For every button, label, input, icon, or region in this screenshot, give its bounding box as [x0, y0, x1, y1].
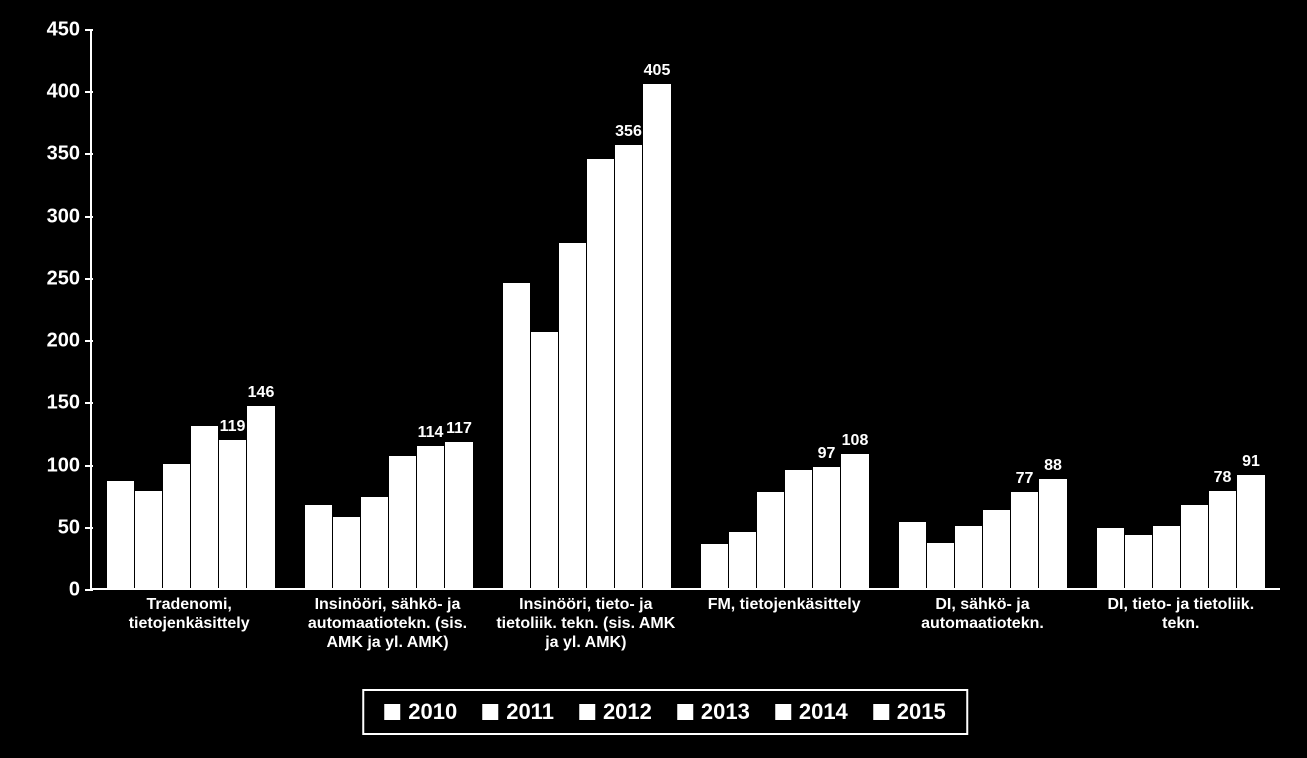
legend-swatch — [579, 704, 595, 720]
bar: 91 — [1237, 475, 1265, 588]
bar — [785, 470, 813, 588]
bar — [559, 243, 587, 588]
legend-swatch — [873, 704, 889, 720]
bar: 108 — [841, 454, 869, 588]
bar-value-label: 78 — [1214, 469, 1232, 487]
bar: 114 — [417, 446, 445, 588]
y-tick-label: 100 — [47, 454, 80, 477]
y-tick-label: 350 — [47, 143, 80, 166]
x-category-label: Insinööri, tieto- ja tietoliik. tekn. (s… — [487, 595, 685, 653]
x-category-label: DI, tieto- ja tietoliik. tekn. — [1082, 595, 1280, 653]
bar — [729, 532, 757, 588]
legend-swatch — [482, 704, 498, 720]
bar-value-label: 405 — [644, 62, 671, 80]
bar — [503, 283, 531, 588]
bar: 146 — [247, 406, 275, 588]
bar-value-label: 119 — [220, 418, 246, 436]
legend-item: 2011 — [482, 699, 554, 725]
bar — [135, 491, 163, 588]
bar — [107, 481, 135, 588]
category-group: 356405 — [488, 30, 686, 588]
legend-label: 2013 — [701, 699, 750, 725]
category-group: 7788 — [884, 30, 1082, 588]
bar — [389, 456, 417, 588]
chart-container: 050100150200250300350400450 119146114117… — [40, 20, 1290, 740]
legend-item: 2013 — [677, 699, 750, 725]
bar-value-label: 117 — [446, 420, 472, 438]
legend-item: 2012 — [579, 699, 652, 725]
bar-value-label: 356 — [615, 123, 642, 141]
bar-value-label: 91 — [1242, 453, 1260, 471]
y-tick-label: 200 — [47, 330, 80, 353]
bar — [1181, 505, 1209, 588]
bar — [361, 497, 389, 588]
bar — [191, 426, 219, 588]
bar-value-label: 97 — [818, 445, 836, 463]
y-tick-label: 50 — [58, 516, 80, 539]
category-group: 119146 — [92, 30, 290, 588]
x-category-label: Insinööri, sähkö- ja automaatiotekn. (si… — [288, 595, 486, 653]
y-axis: 0 50 100 150 200 250 300 350 400 450 — [40, 20, 85, 600]
category-group: 7891 — [1082, 30, 1280, 588]
bar — [1153, 526, 1181, 588]
bar: 117 — [445, 442, 473, 588]
y-tick-label: 300 — [47, 205, 80, 228]
legend-swatch — [677, 704, 693, 720]
legend-label: 2012 — [603, 699, 652, 725]
legend-item: 2010 — [384, 699, 457, 725]
legend-swatch — [384, 704, 400, 720]
bar — [757, 492, 785, 588]
bar: 356 — [615, 145, 643, 588]
y-tick-label: 150 — [47, 392, 80, 415]
y-tick-label: 250 — [47, 267, 80, 290]
legend-item: 2015 — [873, 699, 946, 725]
x-axis: Tradenomi, tietojenkäsittelyInsinööri, s… — [90, 595, 1280, 653]
bar: 77 — [1011, 492, 1039, 588]
x-category-label: Tradenomi, tietojenkäsittely — [90, 595, 288, 653]
bars-area: 1191461141173564059710877887891 — [92, 30, 1280, 588]
y-tick-label: 0 — [69, 579, 80, 602]
bar — [983, 510, 1011, 588]
legend-label: 2015 — [897, 699, 946, 725]
bar — [163, 464, 191, 588]
bar: 88 — [1039, 479, 1067, 589]
legend-label: 2014 — [799, 699, 848, 725]
bar-value-label: 114 — [418, 424, 444, 442]
legend-item: 2014 — [775, 699, 848, 725]
y-tick-label: 450 — [47, 19, 80, 42]
bar-value-label: 146 — [248, 384, 275, 402]
category-group: 114117 — [290, 30, 488, 588]
bar-value-label: 108 — [842, 432, 869, 450]
bar — [1125, 535, 1153, 589]
bar — [587, 159, 615, 588]
x-category-label: FM, tietojenkäsittely — [685, 595, 883, 653]
bar: 78 — [1209, 491, 1237, 588]
bar: 119 — [219, 440, 247, 588]
legend-swatch — [775, 704, 791, 720]
bar — [955, 526, 983, 588]
bar: 97 — [813, 467, 841, 588]
bar — [305, 505, 333, 588]
bar-value-label: 77 — [1016, 470, 1034, 488]
legend-label: 2010 — [408, 699, 457, 725]
bar — [1097, 528, 1125, 588]
bar — [701, 544, 729, 588]
bar — [927, 543, 955, 588]
bar — [333, 517, 361, 588]
bar: 405 — [643, 84, 671, 588]
y-tick-label: 400 — [47, 81, 80, 104]
bar-value-label: 88 — [1044, 457, 1062, 475]
plot-area: 1191461141173564059710877887891 — [90, 30, 1280, 590]
bar — [531, 332, 559, 588]
legend: 2010 2011 2012 2013 2014 2015 — [362, 689, 968, 735]
bar — [899, 522, 927, 588]
legend-label: 2011 — [506, 699, 554, 725]
x-category-label: DI, sähkö- ja automaatiotekn. — [883, 595, 1081, 653]
category-group: 97108 — [686, 30, 884, 588]
